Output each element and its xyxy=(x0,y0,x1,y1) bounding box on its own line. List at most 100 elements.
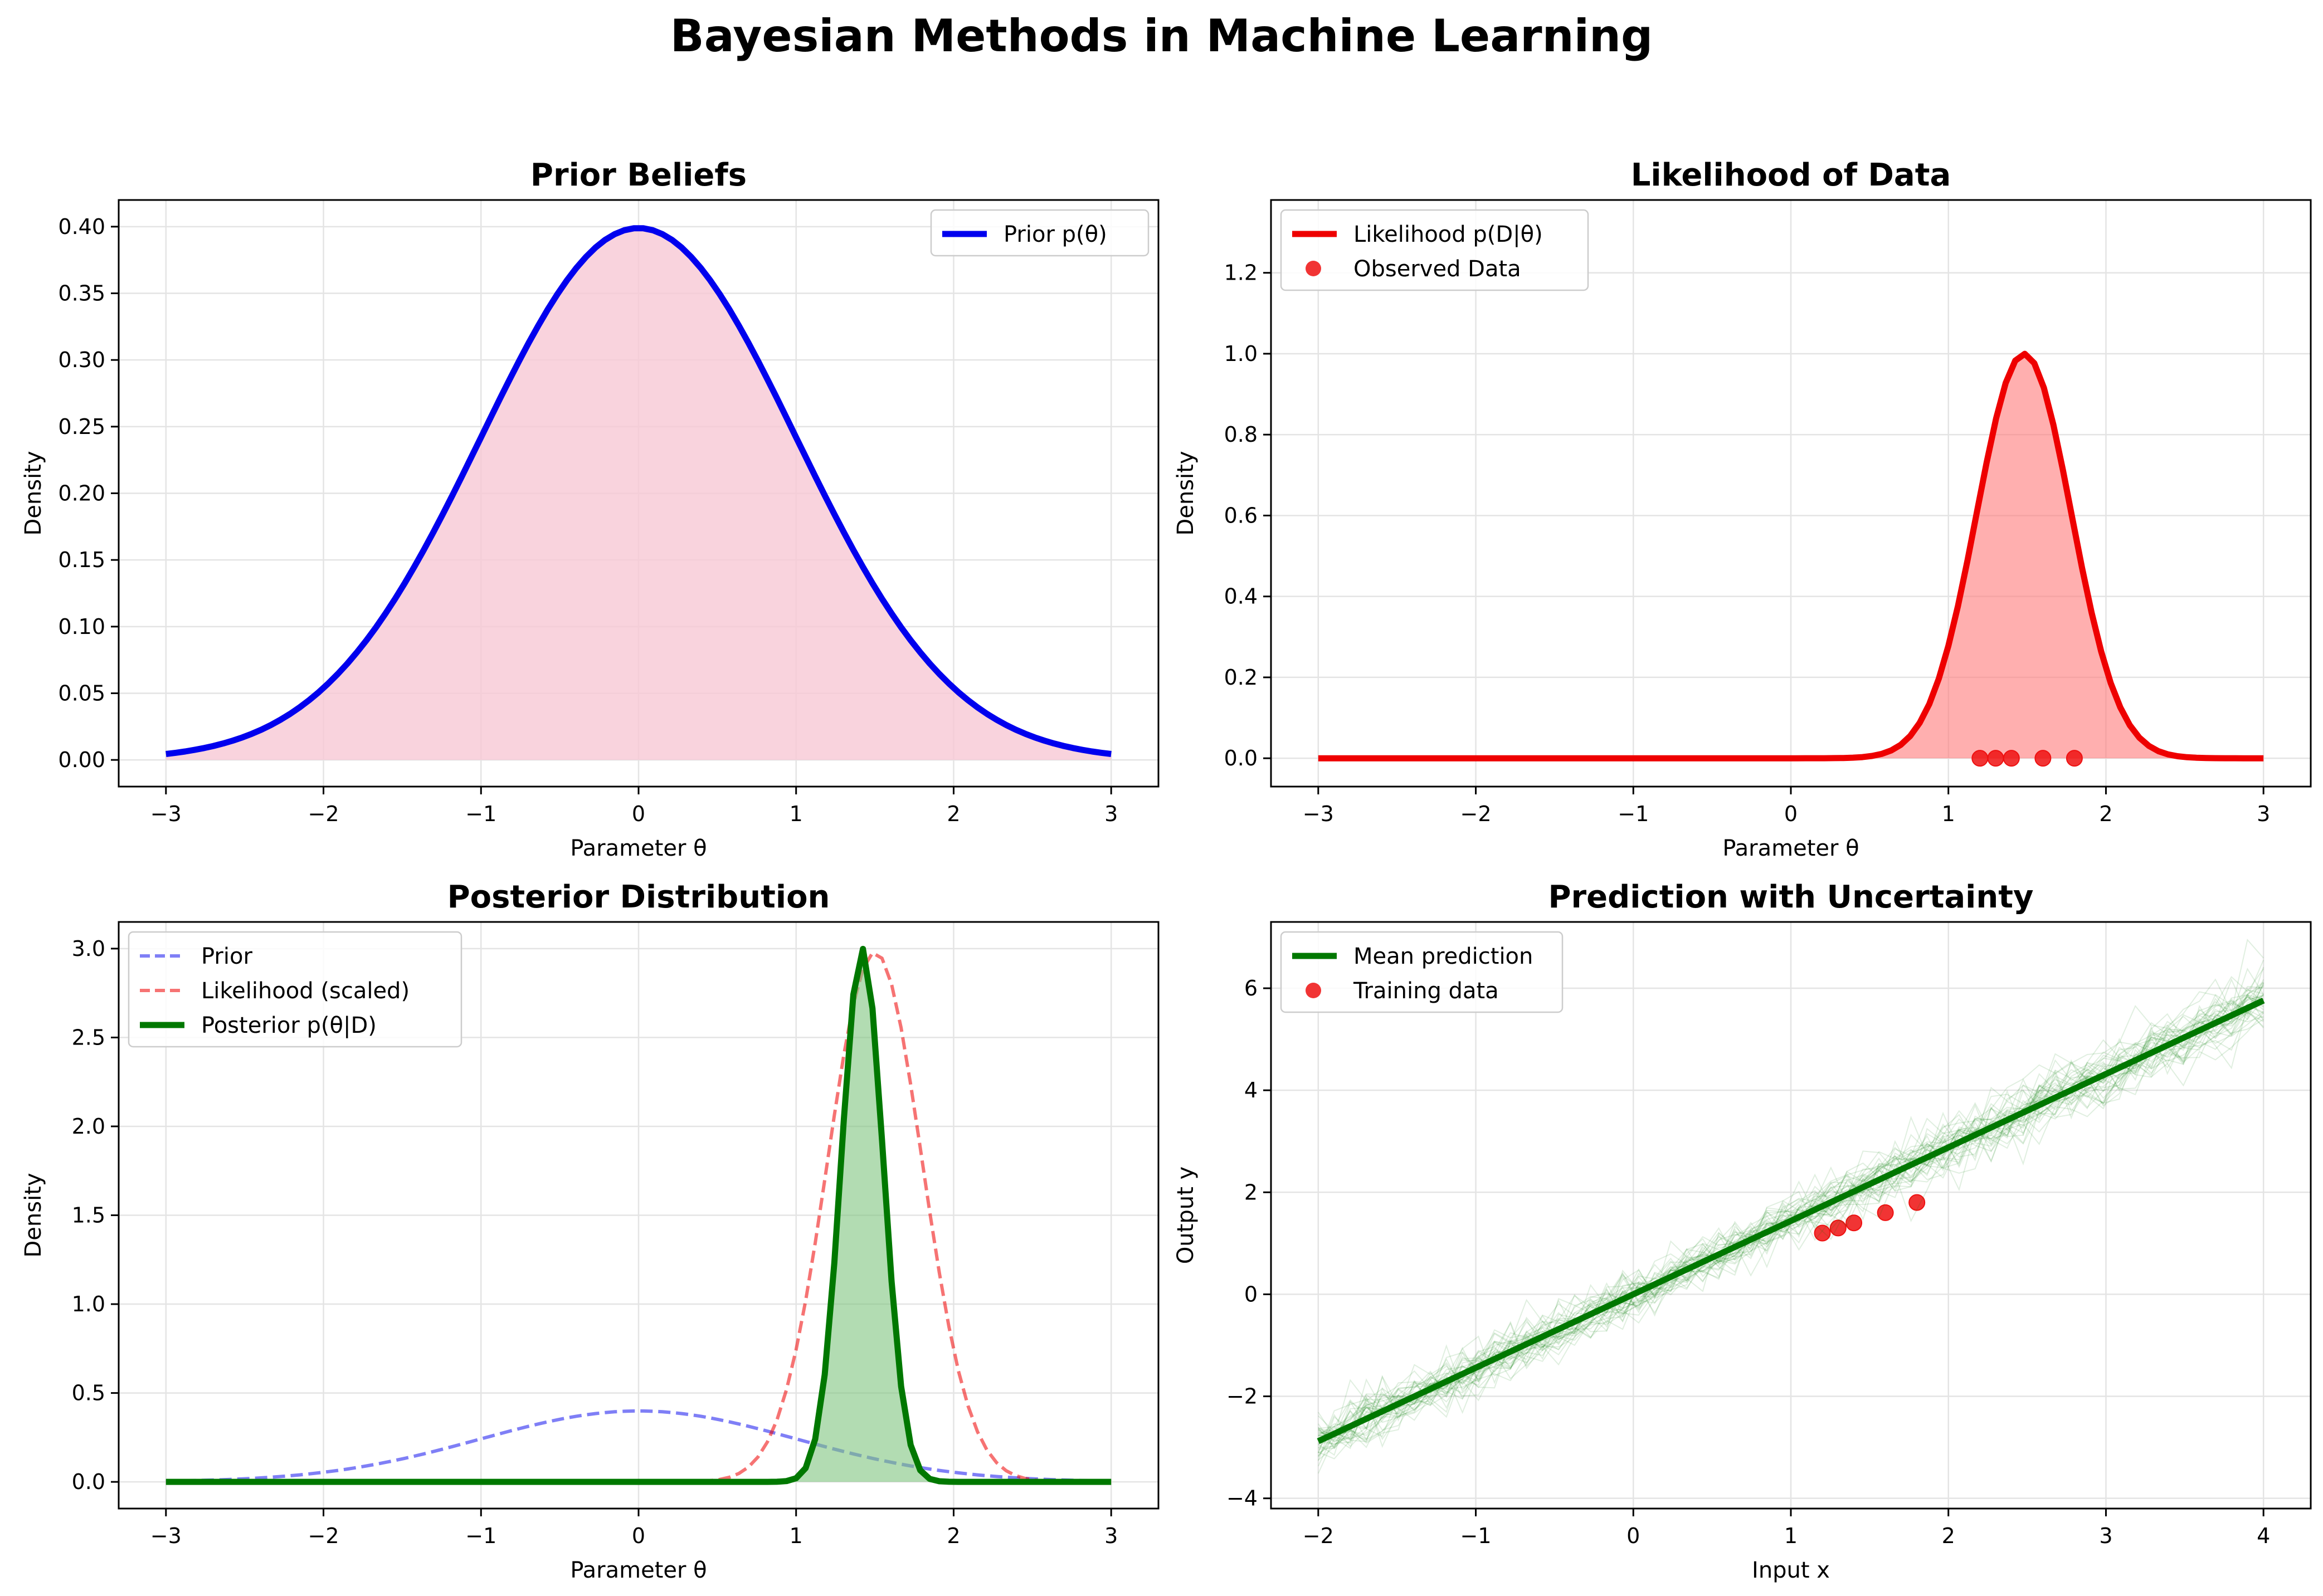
y-tick-label: 0.8 xyxy=(1224,422,1258,447)
sample-line xyxy=(1318,979,2264,1448)
y-tick-label: 1.0 xyxy=(72,1292,105,1316)
legend-label: Posterior p(θ|D) xyxy=(201,1013,377,1038)
legend-label: Mean prediction xyxy=(1353,944,1533,969)
x-tick-label: 2 xyxy=(947,1524,960,1548)
legend-label: Prior p(θ) xyxy=(1004,222,1107,247)
y-tick-label: 6 xyxy=(1244,976,1258,1000)
x-tick-label: −1 xyxy=(465,802,496,826)
x-axis-label: Parameter θ xyxy=(570,836,707,861)
sample-line xyxy=(1318,983,2264,1432)
y-tick-label: 0.05 xyxy=(58,681,105,705)
mean-prediction-line xyxy=(1317,998,2265,1444)
y-tick-label: 4 xyxy=(1244,1078,1258,1102)
data-point xyxy=(2066,750,2083,767)
sample-line xyxy=(1318,988,2264,1446)
x-tick-label: −3 xyxy=(1303,802,1334,826)
data-point xyxy=(1845,1214,1863,1232)
y-axis-label: Output y xyxy=(1173,1167,1199,1264)
x-tick-label: 2 xyxy=(2099,802,2112,826)
y-tick-label: 2.5 xyxy=(72,1025,105,1050)
subplot-title: Prediction with Uncertainty xyxy=(1548,879,2033,915)
sample-line xyxy=(1318,1008,2264,1444)
data-point xyxy=(1987,750,2004,767)
sample-line xyxy=(1318,1016,2264,1437)
y-tick-label: 0.15 xyxy=(58,548,105,572)
gridlines xyxy=(1271,200,2311,787)
x-tick-label: 0 xyxy=(1784,802,1798,826)
x-axis-label: Input x xyxy=(1752,1558,1830,1583)
sample-line xyxy=(1318,1004,2264,1448)
y-axis-label: Density xyxy=(21,451,46,535)
legend-label: Likelihood p(D|θ) xyxy=(1353,222,1543,247)
y-axis-label: Density xyxy=(21,1173,46,1257)
sample-line xyxy=(1317,1008,2264,1467)
y-tick-label: 0.40 xyxy=(58,214,105,239)
x-tick-label: −2 xyxy=(308,1524,339,1548)
x-tick-label: −3 xyxy=(150,1524,182,1548)
sample-line xyxy=(1317,998,2264,1449)
y-tick-label: 0.10 xyxy=(58,614,105,639)
subplot-posterior: −3 −2 −1 0 1 2 3 0.0 0.5 1.0 1.5 2.0 2.5 3.0 Posterior… xyxy=(21,879,1160,1583)
x-tick-label: 1 xyxy=(1784,1524,1798,1548)
legend-marker xyxy=(1306,983,1321,998)
subplot-title: Posterior Distribution xyxy=(447,879,830,915)
data-point xyxy=(1971,750,1989,767)
sample-lines xyxy=(1317,938,2264,1474)
subplot-prediction: −2 −1 0 1 2 3 4 −4 −2 0 2 4 6 Prediction with Uncerta… xyxy=(1173,879,2312,1583)
legend: Likelihood p(D|θ) Observed Data xyxy=(1280,209,1589,291)
x-tick-label: −2 xyxy=(1303,1524,1334,1548)
y-tick-label: 1.0 xyxy=(1224,341,1258,366)
x-tick-label: 4 xyxy=(2257,1524,2270,1548)
sample-line xyxy=(1318,959,2264,1457)
sample-line xyxy=(1318,982,2264,1442)
y-tick-label: 0.30 xyxy=(58,348,105,372)
sample-line xyxy=(1318,985,2264,1461)
y-axis-label: Density xyxy=(1173,451,1199,535)
x-tick-label: −1 xyxy=(1618,802,1649,826)
sample-line xyxy=(1318,994,2264,1438)
subplot-title: Likelihood of Data xyxy=(1631,157,1951,193)
sample-line xyxy=(1318,989,2264,1454)
sample-line xyxy=(1318,993,2264,1448)
sample-line xyxy=(1318,996,2264,1448)
y-tick-label: 0.00 xyxy=(58,748,105,772)
x-tick-label: 3 xyxy=(1104,802,1118,826)
x-tick-label: 3 xyxy=(2099,1524,2112,1548)
legend-label: Observed Data xyxy=(1353,256,1521,282)
x-tick-label: 1 xyxy=(790,1524,803,1548)
y-tick-label: 3.0 xyxy=(72,936,105,961)
sample-line xyxy=(1318,995,2264,1444)
legend-marker xyxy=(1306,261,1321,276)
legend-label: Training data xyxy=(1353,978,1499,1004)
x-tick-label: 1 xyxy=(1942,802,1955,826)
sample-line xyxy=(1318,1000,2264,1450)
legend-box xyxy=(930,209,1150,257)
legend: Mean prediction Training data xyxy=(1280,931,1564,1013)
sample-line xyxy=(1318,994,2264,1437)
y-tick-label: 0.20 xyxy=(58,481,105,506)
x-tick-label: 0 xyxy=(632,1524,645,1548)
x-tick-label: −3 xyxy=(150,802,182,826)
y-tick-label: −4 xyxy=(1226,1486,1258,1511)
sample-line xyxy=(1318,938,2264,1460)
sample-line xyxy=(1317,981,2264,1458)
y-tick-label: 0.25 xyxy=(58,414,105,439)
sample-line xyxy=(1317,1002,2264,1444)
plot-area xyxy=(165,945,1112,1485)
data-point xyxy=(2003,750,2020,767)
sample-line xyxy=(1318,1012,2264,1446)
series-fill-0 xyxy=(165,228,1112,760)
sample-line xyxy=(1318,994,2264,1429)
sample-line xyxy=(1318,967,2264,1449)
x-tick-label: −1 xyxy=(465,1524,496,1548)
x-tick-label: −1 xyxy=(1460,1524,1492,1548)
sample-line xyxy=(1317,994,2264,1453)
x-axis-label: Parameter θ xyxy=(570,1558,707,1583)
series-fill-0 xyxy=(1318,354,2264,759)
legend-box xyxy=(128,931,462,1048)
sample-line xyxy=(1318,999,2264,1456)
sample-line xyxy=(1317,967,2264,1474)
legend-label: Likelihood (scaled) xyxy=(201,978,410,1004)
sample-line xyxy=(1318,984,2264,1438)
